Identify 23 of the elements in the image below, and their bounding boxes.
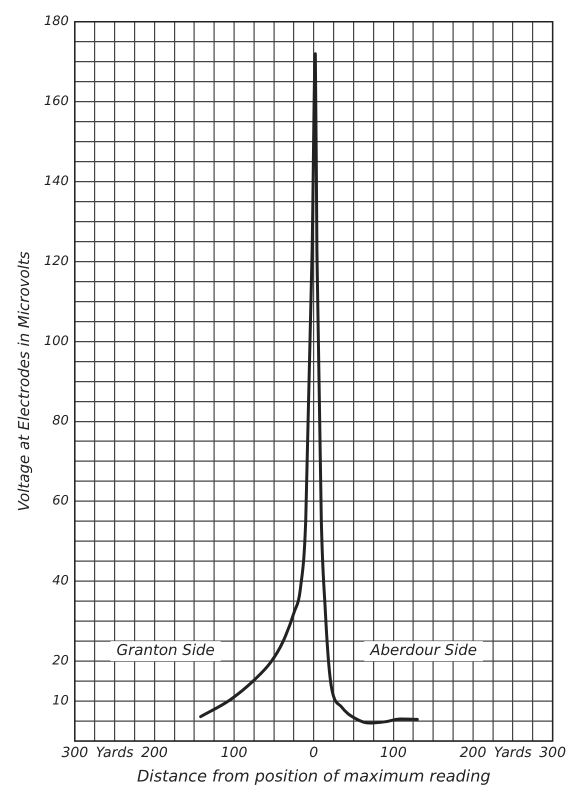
x-tick-label: 200: [141, 745, 168, 762]
x-axis-title: Distance from position of maximum reading: [136, 766, 490, 786]
y-tick-label: 140: [44, 174, 69, 189]
x-tick-label: 200: [460, 745, 486, 762]
y-tick-label: 120: [44, 254, 69, 269]
y-tick-label: 10: [52, 693, 69, 708]
x-tick-label: 300: [539, 745, 566, 762]
y-tick-label: 100: [44, 334, 69, 349]
y-tick-label: 80: [52, 414, 69, 429]
y-tick-label: 20: [52, 653, 69, 668]
x-tick-label: 0: [309, 745, 318, 762]
x-tick-label: 300: [61, 745, 88, 762]
x-tick-label: Yards: [96, 745, 134, 762]
x-tick-label: Yards: [494, 745, 532, 762]
annotation: Aberdour Side: [369, 640, 478, 659]
x-tick-label: 100: [380, 745, 407, 762]
y-tick-label: 40: [52, 574, 69, 589]
annotation: Granton Side: [116, 640, 215, 659]
y-tick-label: 60: [52, 494, 69, 509]
y-axis-title: Voltage at Electrodes in Microvolts: [14, 251, 33, 512]
y-tick-label: 160: [44, 94, 69, 110]
y-tick-label: 180: [44, 14, 69, 30]
x-tick-label: 100: [220, 745, 248, 762]
